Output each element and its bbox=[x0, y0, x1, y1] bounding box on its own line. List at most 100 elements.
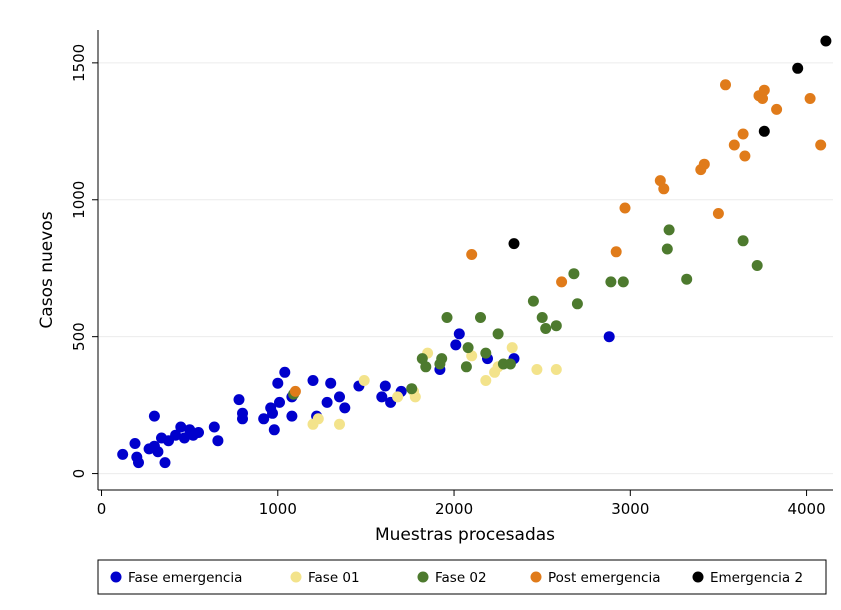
y-axis-label: Casos nuevos bbox=[37, 211, 57, 328]
legend-marker bbox=[417, 571, 429, 583]
legend-marker bbox=[692, 571, 704, 583]
data-point-fase-02 bbox=[480, 347, 492, 359]
data-point-fase-emergencia bbox=[212, 435, 224, 447]
data-point-fase-01 bbox=[480, 375, 492, 386]
data-point-fase-emergencia bbox=[453, 328, 465, 340]
y-tick-label: 0 bbox=[70, 469, 88, 479]
data-point-emergencia-2 bbox=[758, 125, 770, 137]
data-point-fase-02 bbox=[441, 312, 453, 323]
legend-item-fase-emergencia: Fase emergencia bbox=[110, 570, 242, 586]
legend-label: Post emergencia bbox=[548, 570, 661, 586]
legend: Fase emergencia Fase 01 Fase 02 Post emerge… bbox=[97, 559, 827, 595]
x-tick-label: 0 bbox=[97, 500, 107, 518]
data-point-post-emergencia bbox=[654, 175, 666, 187]
data-point-post-emergencia bbox=[556, 276, 568, 288]
data-point-fase-emergencia bbox=[148, 410, 160, 422]
data-point-post-emergencia bbox=[658, 183, 670, 195]
data-point-fase-02 bbox=[436, 353, 448, 365]
data-point-fase-emergencia bbox=[193, 427, 204, 438]
data-point-post-emergencia bbox=[466, 249, 478, 260]
data-point-fase-emergencia bbox=[159, 457, 171, 469]
data-point-fase-02 bbox=[550, 320, 562, 332]
data-point-fase-emergencia bbox=[321, 396, 333, 408]
legend-item-emergencia-2: Emergencia 2 bbox=[692, 570, 803, 586]
data-point-fase-emergencia bbox=[339, 402, 351, 414]
data-point-fase-emergencia bbox=[450, 339, 462, 351]
x-tick-label: 4000 bbox=[787, 500, 825, 518]
legend-marker bbox=[290, 571, 302, 583]
data-point-fase-emergencia bbox=[376, 391, 388, 403]
data-point-fase-02 bbox=[460, 361, 472, 373]
data-point-post-emergencia bbox=[698, 158, 710, 170]
data-point-fase-01 bbox=[312, 413, 324, 425]
data-point-post-emergencia bbox=[728, 139, 740, 151]
legend-item-fase-01: Fase 01 bbox=[290, 570, 360, 586]
legend-frame bbox=[97, 559, 827, 595]
data-point-fase-emergencia bbox=[379, 380, 391, 392]
data-point-post-emergencia bbox=[757, 93, 768, 104]
data-point-fase-emergencia bbox=[233, 394, 245, 406]
data-point-post-emergencia bbox=[771, 103, 783, 115]
data-point-fase-emergencia bbox=[325, 377, 337, 389]
data-point-fase-emergencia bbox=[258, 413, 270, 425]
data-point-fase-emergencia bbox=[152, 446, 164, 458]
data-point-fase-emergencia bbox=[170, 429, 182, 441]
data-point-post-emergencia bbox=[720, 79, 731, 91]
data-point-emergencia-2 bbox=[820, 35, 832, 47]
data-point-emergencia-2 bbox=[792, 62, 804, 74]
data-point-fase-01 bbox=[506, 342, 518, 354]
data-point-post-emergencia bbox=[739, 150, 751, 162]
data-point-fase-01 bbox=[358, 375, 370, 386]
x-axis-label: Muestras procesadas bbox=[375, 525, 555, 545]
data-point-fase-02 bbox=[571, 298, 583, 310]
data-point-emergencia-2 bbox=[508, 238, 520, 250]
data-point-fase-emergencia bbox=[178, 432, 190, 444]
data-point-fase-emergencia bbox=[279, 366, 291, 378]
data-point-fase-02 bbox=[504, 358, 516, 370]
data-point-post-emergencia bbox=[712, 208, 724, 219]
data-point-fase-02 bbox=[462, 342, 474, 354]
data-point-fase-emergencia bbox=[286, 410, 298, 422]
legend-marker bbox=[110, 571, 122, 583]
data-point-fase-01 bbox=[409, 391, 421, 403]
data-point-fase-01 bbox=[466, 350, 478, 362]
data-point-fase-02 bbox=[568, 268, 580, 280]
data-point-post-emergencia bbox=[758, 84, 770, 96]
data-point-fase-02 bbox=[475, 312, 486, 323]
data-point-fase-02 bbox=[420, 361, 432, 373]
legend-label: Emergencia 2 bbox=[710, 570, 803, 586]
y-tick-label: 500 bbox=[70, 322, 88, 351]
data-point-fase-02 bbox=[663, 224, 675, 236]
data-point-fase-02 bbox=[751, 260, 763, 271]
data-point-post-emergencia bbox=[815, 139, 827, 151]
legend-item-fase-02: Fase 02 bbox=[417, 570, 487, 586]
legend-item-post-emergencia: Post emergencia bbox=[530, 570, 661, 586]
data-point-fase-emergencia bbox=[334, 391, 345, 403]
data-point-fase-02 bbox=[492, 328, 504, 340]
data-point-fase-02 bbox=[605, 276, 617, 288]
data-point-fase-02 bbox=[617, 276, 629, 288]
points-layer bbox=[117, 35, 832, 469]
data-point-fase-emergencia bbox=[117, 448, 129, 460]
x-tick-label: 3000 bbox=[611, 500, 649, 518]
data-point-post-emergencia bbox=[619, 202, 631, 214]
data-point-fase-emergencia bbox=[603, 331, 615, 343]
data-point-fase-01 bbox=[550, 364, 562, 375]
data-point-fase-emergencia bbox=[237, 413, 248, 425]
data-point-fase-emergencia bbox=[268, 424, 280, 436]
data-point-fase-02 bbox=[416, 353, 428, 365]
x-tick-label: 2000 bbox=[435, 500, 473, 518]
data-point-fase-emergencia bbox=[129, 438, 141, 449]
data-point-fase-emergencia bbox=[175, 421, 187, 433]
grid-layer bbox=[98, 62, 833, 475]
data-point-fase-emergencia bbox=[267, 407, 278, 419]
y-tick-label: 1000 bbox=[70, 181, 88, 219]
data-point-fase-02 bbox=[540, 323, 552, 334]
data-point-fase-emergencia bbox=[208, 421, 220, 433]
data-point-post-emergencia bbox=[289, 385, 301, 397]
data-point-fase-emergencia bbox=[133, 457, 144, 469]
data-point-fase-02 bbox=[661, 243, 673, 255]
data-point-post-emergencia bbox=[610, 246, 622, 258]
